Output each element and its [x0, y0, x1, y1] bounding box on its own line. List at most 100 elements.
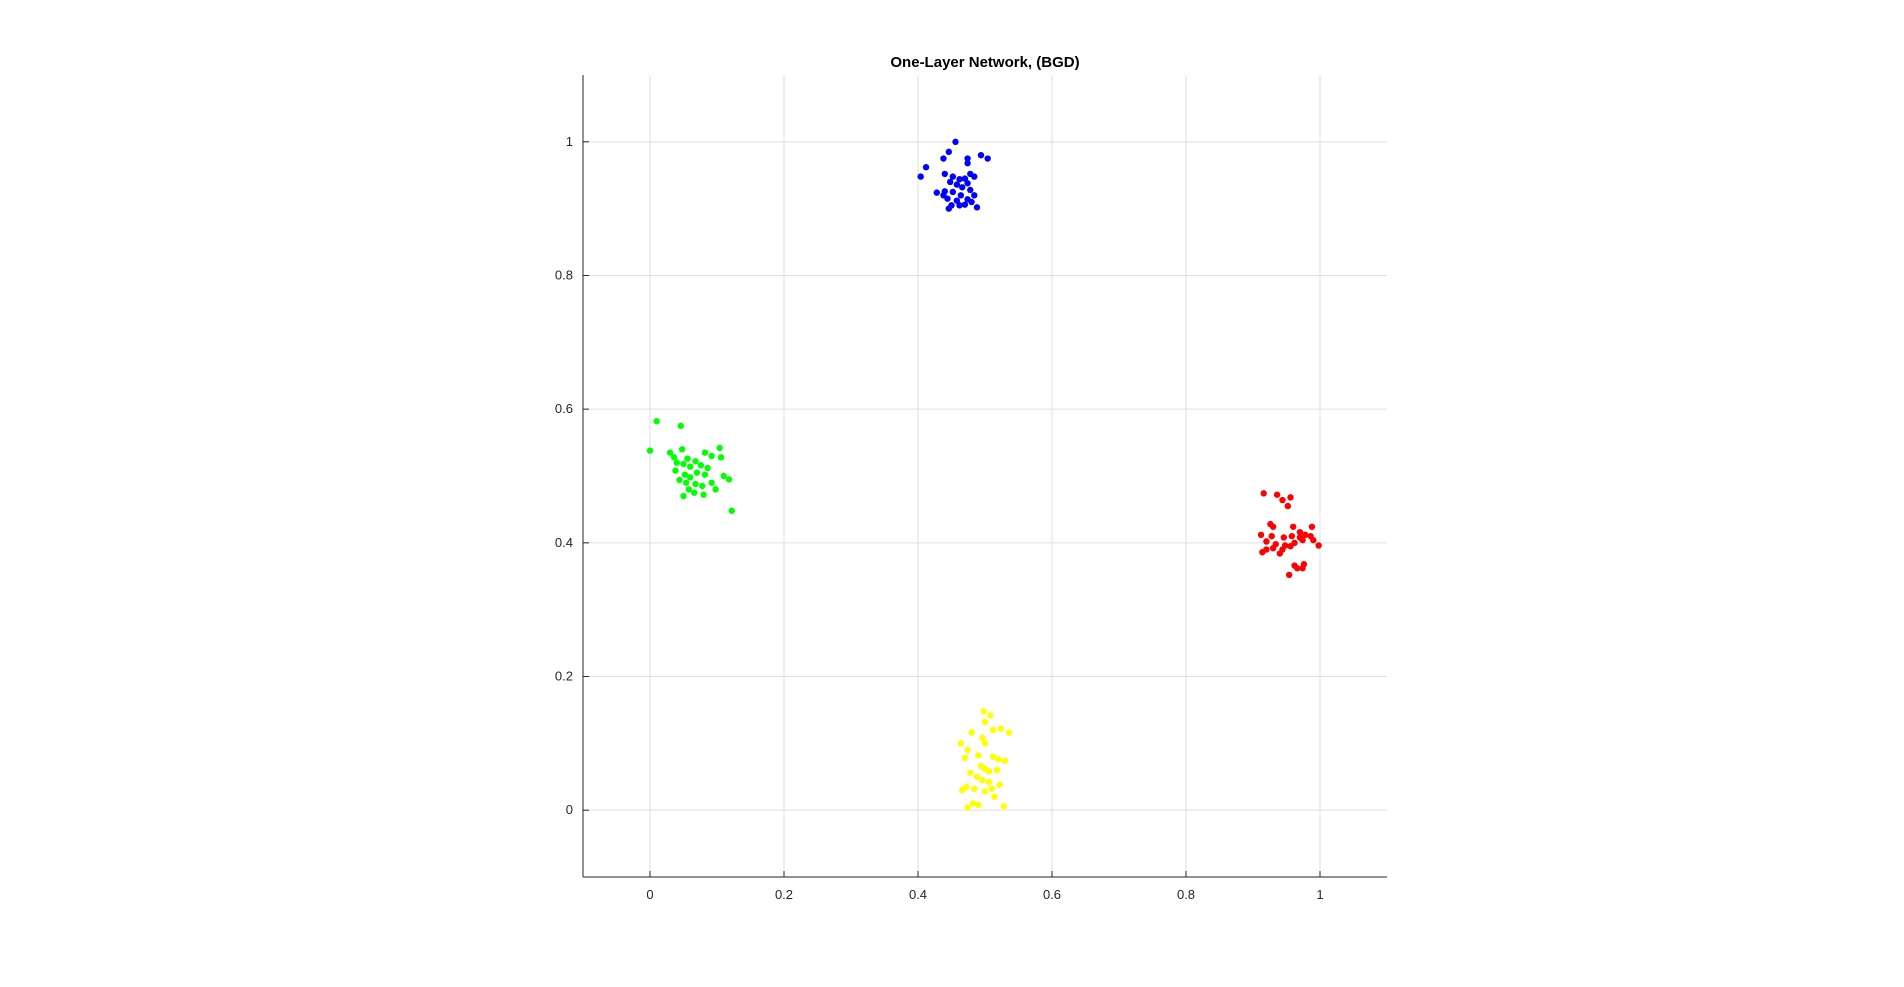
- data-point: [988, 785, 995, 792]
- data-point: [945, 205, 953, 212]
- data-point: [717, 454, 725, 461]
- data-point: [985, 778, 993, 786]
- data-point: [979, 734, 986, 742]
- data-point: [670, 454, 678, 461]
- data-point: [945, 148, 953, 156]
- data-point: [952, 138, 959, 146]
- data-point: [961, 175, 969, 182]
- data-point: [949, 173, 957, 180]
- data-point: [1299, 536, 1306, 544]
- data-point: [1260, 490, 1267, 497]
- data-point: [1287, 494, 1294, 501]
- data-point: [697, 462, 705, 469]
- y-tick-label: 1: [566, 134, 573, 149]
- data-point: [964, 804, 971, 811]
- data-point: [716, 444, 723, 452]
- data-point: [953, 181, 961, 188]
- data-point: [968, 198, 975, 206]
- data-point: [704, 464, 711, 472]
- data-point: [956, 176, 963, 183]
- data-point: [957, 740, 965, 747]
- data-point: [1000, 802, 1007, 810]
- data-point: [692, 458, 699, 465]
- data-point: [940, 155, 947, 162]
- data-point: [1288, 532, 1296, 540]
- data-point: [973, 204, 981, 211]
- data-point: [981, 718, 989, 726]
- data-point: [964, 746, 971, 754]
- data-point: [971, 192, 978, 199]
- tick-labels: 0 0.2 0.4 0.6 0.8 1 0 0.2 0.4 0.6 0.8 1: [555, 134, 1324, 902]
- data-point: [685, 486, 693, 493]
- y-tick-label: 0.8: [555, 268, 573, 283]
- data-point: [989, 753, 997, 760]
- data-point: [1285, 571, 1293, 579]
- grid-lines: [583, 75, 1387, 877]
- data-point: [953, 197, 961, 204]
- data-point: [699, 482, 706, 490]
- y-tick-label: 0.4: [555, 535, 573, 550]
- data-point: [1257, 531, 1265, 539]
- data-point: [720, 472, 727, 480]
- data-point: [989, 726, 997, 734]
- data-point: [725, 476, 733, 483]
- data-point: [961, 754, 969, 762]
- data-point: [728, 507, 735, 514]
- data-point: [987, 712, 994, 719]
- data-point: [917, 173, 924, 180]
- data-point: [676, 476, 683, 484]
- x-tick-label: 0.2: [775, 887, 793, 902]
- data-point: [1294, 565, 1301, 572]
- x-tick-label: 1: [1316, 887, 1323, 902]
- data-point: [691, 489, 698, 496]
- data-point: [1290, 523, 1297, 530]
- data-point: [979, 776, 986, 784]
- data-point: [1279, 496, 1286, 504]
- data-point: [997, 725, 1005, 732]
- data-point: [1280, 534, 1288, 541]
- data-points: [646, 138, 1322, 811]
- data-point: [985, 768, 993, 775]
- data-point: [993, 766, 1001, 774]
- data-point: [1263, 546, 1270, 553]
- data-point: [678, 446, 686, 453]
- data-point: [1308, 523, 1316, 530]
- data-point: [961, 201, 969, 208]
- y-tick-label: 0.6: [555, 401, 573, 416]
- x-tick-label: 0: [646, 887, 653, 902]
- data-point: [969, 800, 977, 807]
- data-point: [975, 752, 982, 759]
- y-tick-label: 0: [566, 802, 573, 817]
- data-point: [968, 729, 975, 736]
- data-point: [984, 155, 991, 162]
- data-point: [672, 467, 679, 474]
- data-point: [956, 202, 963, 209]
- data-point: [949, 188, 957, 196]
- data-point: [701, 471, 709, 478]
- data-point: [944, 195, 951, 202]
- data-point: [682, 479, 690, 486]
- data-point: [964, 180, 971, 187]
- data-point: [1284, 502, 1292, 510]
- data-point: [708, 452, 715, 460]
- axes: [582, 75, 1387, 878]
- data-point: [701, 449, 709, 456]
- data-point: [1001, 757, 1009, 764]
- data-point: [964, 160, 971, 167]
- data-point: [1287, 542, 1294, 550]
- data-point: [964, 155, 971, 162]
- data-point: [673, 459, 680, 466]
- data-point: [1268, 532, 1275, 540]
- data-point: [646, 447, 654, 454]
- data-point: [1276, 550, 1284, 557]
- data-point: [991, 793, 998, 800]
- data-point: [700, 491, 707, 498]
- data-point: [1263, 538, 1270, 545]
- data-point: [959, 184, 966, 191]
- data-point: [995, 756, 1002, 763]
- data-point: [680, 460, 687, 468]
- data-point: [692, 480, 699, 488]
- data-point: [693, 469, 701, 476]
- data-point: [712, 486, 719, 493]
